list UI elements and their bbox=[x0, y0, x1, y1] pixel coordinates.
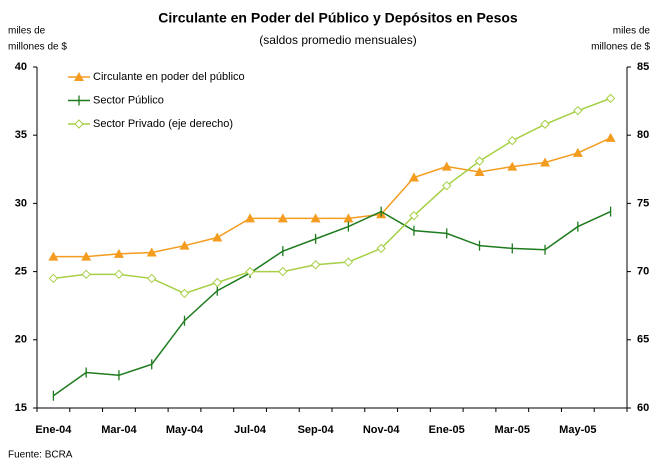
marker bbox=[474, 156, 485, 166]
y2-tick-label: 85 bbox=[637, 61, 649, 73]
x-tick-label: Ene-05 bbox=[429, 424, 465, 436]
marker bbox=[48, 273, 59, 284]
marker bbox=[245, 266, 255, 277]
x-tick-label: Nov-04 bbox=[363, 424, 401, 436]
marker bbox=[540, 157, 551, 167]
marker bbox=[310, 213, 321, 223]
chart-title: Circulante en Poder del Público y Depósi… bbox=[158, 10, 518, 26]
marker bbox=[409, 210, 419, 221]
y-axis-label: millones de $ bbox=[8, 42, 67, 53]
marker bbox=[441, 161, 452, 171]
y2-tick-label: 70 bbox=[637, 266, 649, 278]
y2-tick-label: 60 bbox=[637, 402, 649, 414]
marker bbox=[507, 135, 517, 146]
y-tick-label: 15 bbox=[15, 402, 27, 414]
x-tick-label: May-05 bbox=[559, 424, 596, 436]
legend-label: Sector Privado (eje derecho) bbox=[93, 118, 233, 130]
marker bbox=[212, 277, 222, 288]
marker bbox=[343, 213, 354, 223]
marker bbox=[146, 247, 157, 257]
marker bbox=[81, 269, 91, 280]
y2-tick-label: 65 bbox=[637, 334, 649, 346]
y-tick-label: 35 bbox=[15, 129, 27, 141]
y2-tick-label: 80 bbox=[637, 129, 649, 141]
chart-subtitle: (saldos promedio mensuales) bbox=[259, 33, 416, 47]
marker bbox=[114, 269, 124, 280]
y-tick-label: 20 bbox=[15, 334, 27, 346]
marker bbox=[179, 240, 190, 250]
y2-tick-label: 75 bbox=[637, 197, 649, 209]
marker bbox=[74, 72, 84, 81]
marker bbox=[572, 147, 583, 157]
marker bbox=[408, 172, 419, 182]
y-tick-label: 40 bbox=[15, 61, 27, 73]
marker bbox=[113, 248, 124, 258]
marker bbox=[573, 105, 583, 116]
source: Fuente: BCRA bbox=[8, 450, 73, 461]
marker bbox=[310, 260, 321, 270]
marker bbox=[343, 257, 354, 267]
marker bbox=[540, 119, 550, 129]
series-line bbox=[53, 137, 611, 258]
marker bbox=[278, 266, 288, 277]
marker bbox=[507, 161, 518, 171]
marker bbox=[48, 251, 59, 261]
marker bbox=[245, 213, 256, 223]
x-tick-label: Mar-05 bbox=[495, 424, 530, 436]
legend-label: Sector Público bbox=[93, 94, 164, 106]
series-line bbox=[52, 210, 611, 397]
marker bbox=[179, 288, 190, 299]
legend-label: Circulante en poder del público bbox=[93, 71, 245, 83]
y2-axis-label: millones de $ bbox=[591, 42, 650, 53]
y2-axis-label: miles de bbox=[613, 26, 651, 37]
marker bbox=[474, 167, 485, 177]
x-tick-label: Ene-04 bbox=[35, 424, 72, 436]
marker bbox=[74, 119, 84, 129]
marker bbox=[212, 232, 223, 242]
marker bbox=[376, 243, 386, 254]
marker bbox=[81, 251, 92, 261]
y-tick-label: 25 bbox=[15, 266, 27, 278]
x-tick-label: Sep-04 bbox=[298, 424, 335, 436]
y-axis-label: miles de bbox=[8, 26, 46, 37]
x-tick-label: May-04 bbox=[166, 424, 204, 436]
y-tick-label: 30 bbox=[15, 197, 27, 209]
x-tick-label: Mar-04 bbox=[101, 424, 137, 436]
marker bbox=[277, 213, 288, 223]
series-line bbox=[53, 97, 611, 295]
marker bbox=[605, 132, 616, 142]
marker bbox=[442, 180, 452, 191]
x-tick-label: Jul-04 bbox=[234, 424, 267, 436]
marker bbox=[605, 93, 616, 104]
marker bbox=[147, 273, 157, 284]
